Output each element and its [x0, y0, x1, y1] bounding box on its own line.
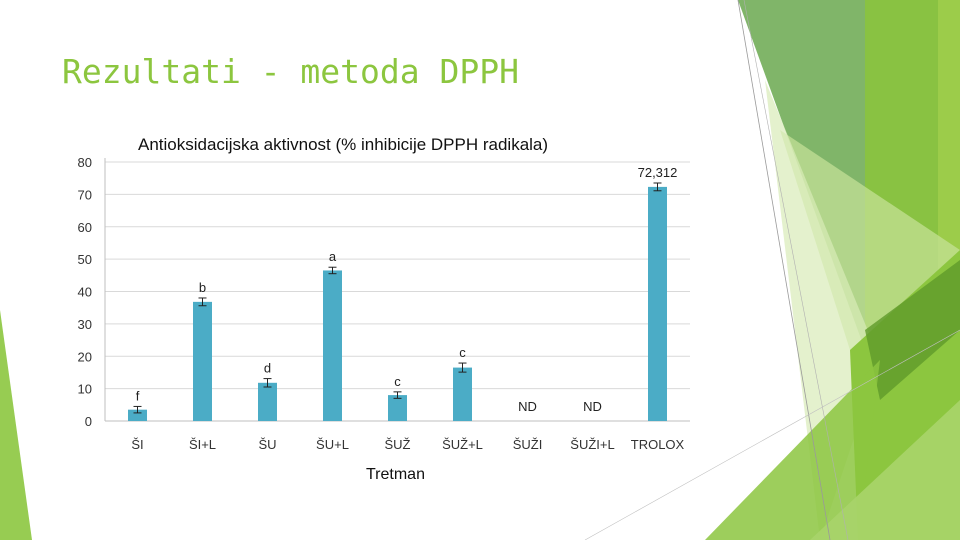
- y-tick-label: 30: [78, 317, 92, 332]
- x-tick-label: ŠUŽI+L: [570, 437, 614, 452]
- data-label: c: [459, 345, 466, 360]
- x-tick-label: ŠI+L: [189, 437, 216, 452]
- bar: [453, 367, 472, 421]
- data-label: ND: [518, 399, 537, 414]
- chart-title: Antioksidacijska aktivnost (% inhibicije…: [138, 135, 548, 154]
- y-tick-label: 70: [78, 187, 92, 202]
- data-label: 72,312: [638, 165, 678, 180]
- data-label: d: [264, 361, 271, 376]
- bar: [258, 382, 277, 421]
- y-tick-label: 40: [78, 285, 92, 300]
- y-tick-label: 20: [78, 349, 92, 364]
- bar: [193, 301, 212, 421]
- x-tick-label: ŠUŽI: [513, 437, 543, 452]
- data-label: a: [329, 249, 337, 264]
- x-tick-label: ŠUŽ+L: [442, 437, 483, 452]
- bar: [323, 270, 342, 421]
- bar: [388, 395, 407, 421]
- data-label: b: [199, 280, 206, 295]
- y-tick-label: 50: [78, 252, 92, 267]
- data-label: f: [136, 388, 140, 403]
- x-axis-title: Tretman: [366, 466, 425, 483]
- x-tick-label: ŠU+L: [316, 437, 349, 452]
- y-tick-label: 10: [78, 382, 92, 397]
- bar: [648, 186, 667, 421]
- data-label: ND: [583, 399, 602, 414]
- chart-container: Antioksidacijska aktivnost (% inhibicije…: [60, 123, 710, 465]
- slide-title: Rezultati - metoda DPPH: [62, 52, 519, 91]
- y-tick-label: 80: [78, 155, 92, 170]
- bar-chart: Antioksidacijska aktivnost (% inhibicije…: [78, 135, 690, 452]
- y-tick-label: 60: [78, 220, 92, 235]
- bar: [128, 409, 147, 421]
- x-tick-label: ŠU: [258, 437, 276, 452]
- x-tick-label: ŠI: [131, 437, 143, 452]
- data-label: c: [394, 374, 401, 389]
- x-tick-label: TROLOX: [631, 437, 685, 452]
- x-tick-label: ŠUŽ: [385, 437, 411, 452]
- y-tick-label: 0: [85, 414, 92, 429]
